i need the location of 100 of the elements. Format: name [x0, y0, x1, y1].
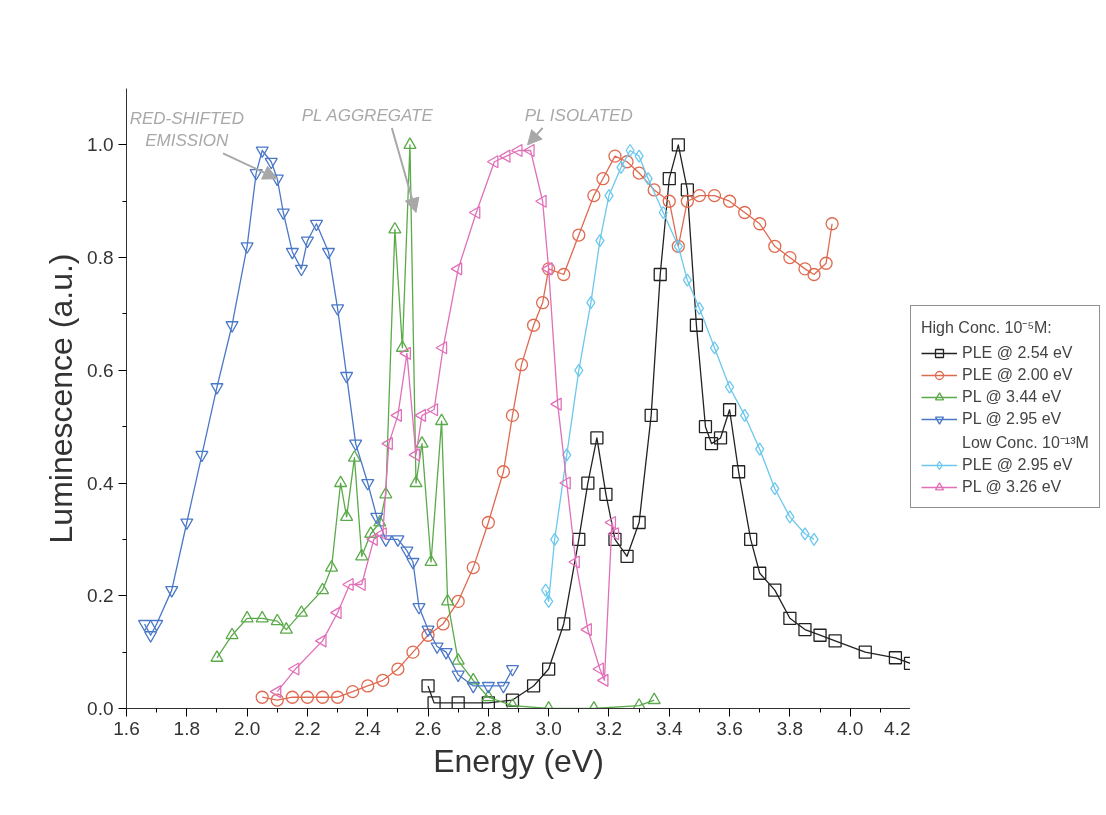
point: [225, 321, 239, 333]
point: [550, 397, 562, 411]
point: [620, 155, 634, 169]
point: [270, 693, 284, 707]
point: [354, 577, 366, 592]
x-tick-label: 4.0: [836, 717, 864, 739]
x-tick-label: 4.2: [884, 717, 911, 739]
point: [819, 256, 833, 270]
point: [481, 689, 495, 702]
point: [680, 183, 695, 197]
point: [255, 690, 269, 704]
point: [738, 205, 752, 220]
point: [324, 560, 339, 572]
point: [768, 583, 782, 597]
point: [888, 651, 903, 665]
x-tick-label: 3.8: [776, 717, 804, 739]
point: [270, 613, 284, 626]
point: [270, 174, 284, 187]
point: [287, 662, 300, 676]
legend-label: PL @ 3.26 eV: [962, 478, 1062, 496]
point: [643, 172, 653, 186]
point: [798, 262, 812, 276]
point: [770, 482, 780, 496]
point: [713, 431, 728, 445]
point: [542, 662, 556, 676]
point: [347, 450, 362, 462]
legend-label: PLE @ 2.95 eV: [962, 456, 1073, 474]
point: [481, 515, 495, 530]
point: [466, 672, 480, 685]
point: [707, 188, 722, 203]
point: [535, 194, 547, 208]
point: [276, 208, 290, 221]
point: [596, 172, 610, 186]
point: [505, 664, 520, 677]
point: [813, 628, 827, 642]
point: [505, 408, 520, 423]
point: [653, 267, 667, 282]
point: [349, 439, 363, 452]
point: [644, 408, 658, 423]
point: [210, 650, 224, 662]
point: [858, 645, 872, 659]
x-tick-label: 2.4: [354, 717, 382, 739]
x-tick-label: 1.6: [113, 717, 140, 739]
point: [225, 627, 239, 640]
point: [285, 247, 299, 260]
point: [361, 679, 375, 693]
y-tick-label: 1.0: [87, 134, 114, 156]
point: [294, 605, 309, 617]
point: [496, 681, 511, 694]
annotation: PL ISOLATED: [524, 106, 633, 126]
point: [339, 371, 354, 384]
point: [406, 645, 420, 659]
x-tick-label: 3.6: [716, 717, 743, 739]
x-tick-label: 3.0: [535, 717, 562, 739]
point: [315, 690, 330, 704]
point: [321, 247, 336, 260]
point: [526, 679, 541, 693]
point: [587, 188, 601, 203]
point: [391, 535, 405, 547]
x-tick-label: 2.8: [475, 717, 502, 739]
point: [572, 228, 586, 242]
point: [309, 219, 324, 232]
point: [240, 610, 254, 623]
y-tick-label: 0.8: [87, 247, 114, 269]
y-tick-label: 0.0: [87, 698, 114, 719]
point: [768, 239, 782, 253]
point: [412, 602, 426, 615]
point: [753, 217, 767, 231]
point: [604, 515, 617, 530]
point: [599, 487, 613, 501]
x-tick-label: 3.2: [595, 717, 623, 739]
point: [557, 267, 571, 282]
x-axis-title: Energy (eV): [433, 742, 604, 779]
point: [342, 577, 354, 592]
point: [785, 510, 795, 524]
point: [620, 549, 634, 563]
point: [408, 448, 421, 462]
point: [562, 448, 572, 462]
point: [300, 236, 315, 249]
point: [421, 628, 435, 642]
point: [346, 684, 360, 699]
point: [424, 554, 438, 567]
point: [731, 465, 746, 479]
point: [395, 340, 410, 352]
point: [450, 262, 463, 276]
point: [825, 217, 839, 231]
point: [574, 363, 584, 377]
point: [662, 194, 676, 208]
point: [269, 684, 282, 699]
point: [592, 662, 605, 676]
point: [505, 693, 520, 707]
point: [249, 168, 263, 181]
point: [596, 673, 609, 687]
point: [704, 436, 719, 451]
point: [755, 442, 765, 456]
point: [330, 304, 345, 316]
point: [294, 264, 309, 277]
point: [496, 465, 511, 479]
point: [608, 532, 622, 547]
point: [586, 296, 596, 310]
